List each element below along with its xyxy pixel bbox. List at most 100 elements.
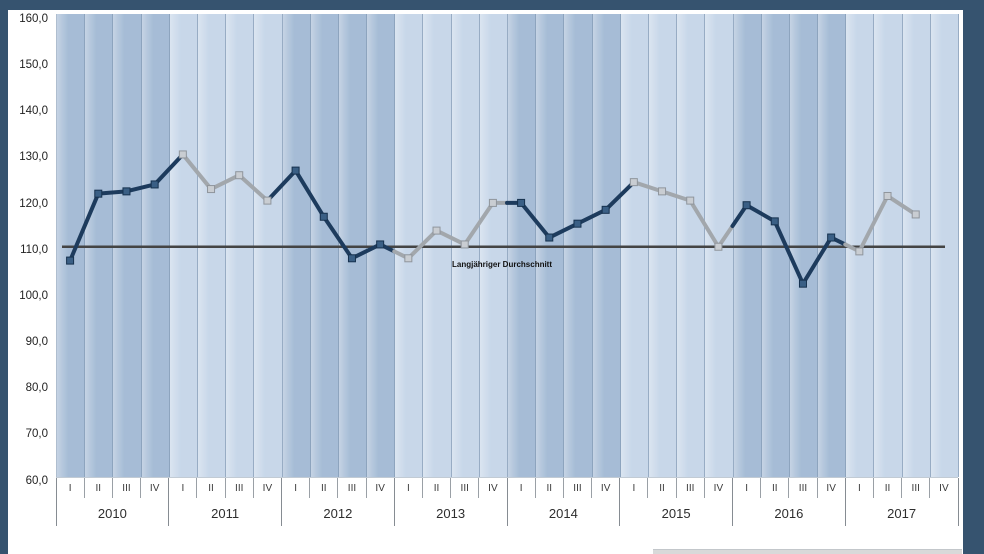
year-label: 2011 <box>211 506 240 521</box>
quarter-label: III <box>911 483 920 494</box>
year-separator-tick <box>393 478 395 526</box>
quarter-label: I <box>745 483 748 494</box>
data-point-marker <box>432 226 441 235</box>
quarter-label: II <box>546 483 553 494</box>
data-point-marker <box>798 279 807 288</box>
data-point-marker <box>770 217 779 226</box>
year-label: 2013 <box>436 506 466 521</box>
data-point-marker <box>629 178 638 187</box>
year-separator-tick <box>281 478 282 526</box>
year-label: 2015 <box>661 506 691 521</box>
frame-top-bar <box>0 0 984 10</box>
quarter-label: III <box>573 483 582 494</box>
quarter-separator-tick <box>337 478 339 498</box>
quarter-label: III <box>686 483 695 494</box>
year-separator-tick <box>732 478 733 526</box>
quarter-separator-tick <box>760 478 762 498</box>
quarter-separator-tick <box>591 478 593 498</box>
trend-line-segment <box>575 207 608 226</box>
quarter-label: I <box>294 483 297 494</box>
quarter-band <box>57 14 86 477</box>
quarter-separator-tick <box>816 478 818 498</box>
year-label: 2010 <box>97 506 127 521</box>
data-point-marker <box>545 233 554 242</box>
quarter-label: III <box>235 483 244 494</box>
data-point-marker <box>827 233 836 242</box>
trend-line-segment <box>68 191 101 263</box>
quarter-label: I <box>632 483 636 494</box>
quarter-label: III <box>460 483 469 494</box>
data-point-marker <box>517 198 526 207</box>
frame-right-bar <box>963 0 984 554</box>
year-label: 2017 <box>887 506 917 521</box>
y-axis-tick-label: 130,0 <box>19 151 48 164</box>
quarter-separator-tick <box>140 478 142 498</box>
quarter-separator-tick <box>196 478 198 498</box>
quarter-separator-tick <box>478 478 480 498</box>
y-axis-tick-label: 140,0 <box>19 105 48 118</box>
quarter-label: I <box>68 483 72 494</box>
year-label: 2012 <box>323 506 353 521</box>
quarter-separator-tick <box>647 478 649 498</box>
quarter-separator-tick <box>83 478 85 498</box>
data-point-marker <box>122 187 131 196</box>
data-point-marker <box>150 180 159 189</box>
quarter-label: IV <box>375 483 385 494</box>
data-point-marker <box>460 240 469 249</box>
trend-line-segment <box>660 189 693 203</box>
data-point-marker <box>376 240 385 249</box>
trend-line-segment <box>124 182 157 194</box>
data-point-marker <box>66 256 75 265</box>
cropped-bottom-element-edge <box>653 549 962 554</box>
trend-line-segment <box>209 173 242 192</box>
year-separator-tick <box>844 478 846 526</box>
data-point-marker <box>263 196 272 205</box>
quarter-separator-tick <box>703 478 705 498</box>
trend-line-segment <box>519 200 552 240</box>
trend-line-segment <box>885 193 918 217</box>
quarter-label: IV <box>600 483 611 494</box>
year-separator-tick <box>168 478 170 526</box>
y-axis-tick-label: 60,0 <box>25 474 48 487</box>
quarter-label: II <box>433 483 440 494</box>
trend-line-segment <box>265 168 298 203</box>
trend-line-segment <box>180 152 214 192</box>
data-point-marker <box>855 247 864 256</box>
quarter-separator-tick <box>872 478 874 498</box>
trend-line-segment <box>744 203 777 224</box>
quarter-separator-tick <box>421 478 423 498</box>
data-point-marker <box>714 242 723 251</box>
data-point-marker <box>686 196 695 205</box>
y-axis-tick-label: 70,0 <box>25 428 48 441</box>
frame-left-bar <box>0 0 8 554</box>
trend-line-segment <box>800 235 834 286</box>
trend-line-segment <box>631 180 665 194</box>
x-axis-baseline <box>56 477 958 478</box>
trend-line-segment <box>857 193 890 254</box>
quarter-label: I <box>181 483 185 494</box>
data-point-marker <box>911 210 920 219</box>
quarter-label: II <box>884 483 891 494</box>
y-axis-tick-label: 90,0 <box>25 336 48 349</box>
quarter-label: I <box>519 483 523 494</box>
quarter-label: II <box>208 483 214 494</box>
trend-line-segment <box>688 198 721 249</box>
quarter-separator-tick <box>788 478 790 498</box>
year-separator-tick <box>506 478 508 526</box>
y-axis-tick-label: 110,0 <box>20 243 48 256</box>
data-point-marker <box>94 189 103 198</box>
year-separator-tick <box>55 478 57 526</box>
data-point-marker <box>347 254 356 263</box>
trend-line-segment <box>321 214 354 261</box>
quarter-separator-tick <box>929 478 931 498</box>
quarter-label: IV <box>149 483 160 494</box>
quarter-separator-tick <box>224 478 226 498</box>
quarter-label: III <box>122 483 131 494</box>
quarter-separator-tick <box>675 478 677 498</box>
quarter-label: IV <box>488 483 498 494</box>
trend-line-segment <box>547 221 580 240</box>
quarter-separator-tick <box>450 478 452 498</box>
trend-line-segment <box>237 173 270 203</box>
y-axis-tick-label: 80,0 <box>25 382 48 395</box>
quarter-label: II <box>95 483 102 494</box>
